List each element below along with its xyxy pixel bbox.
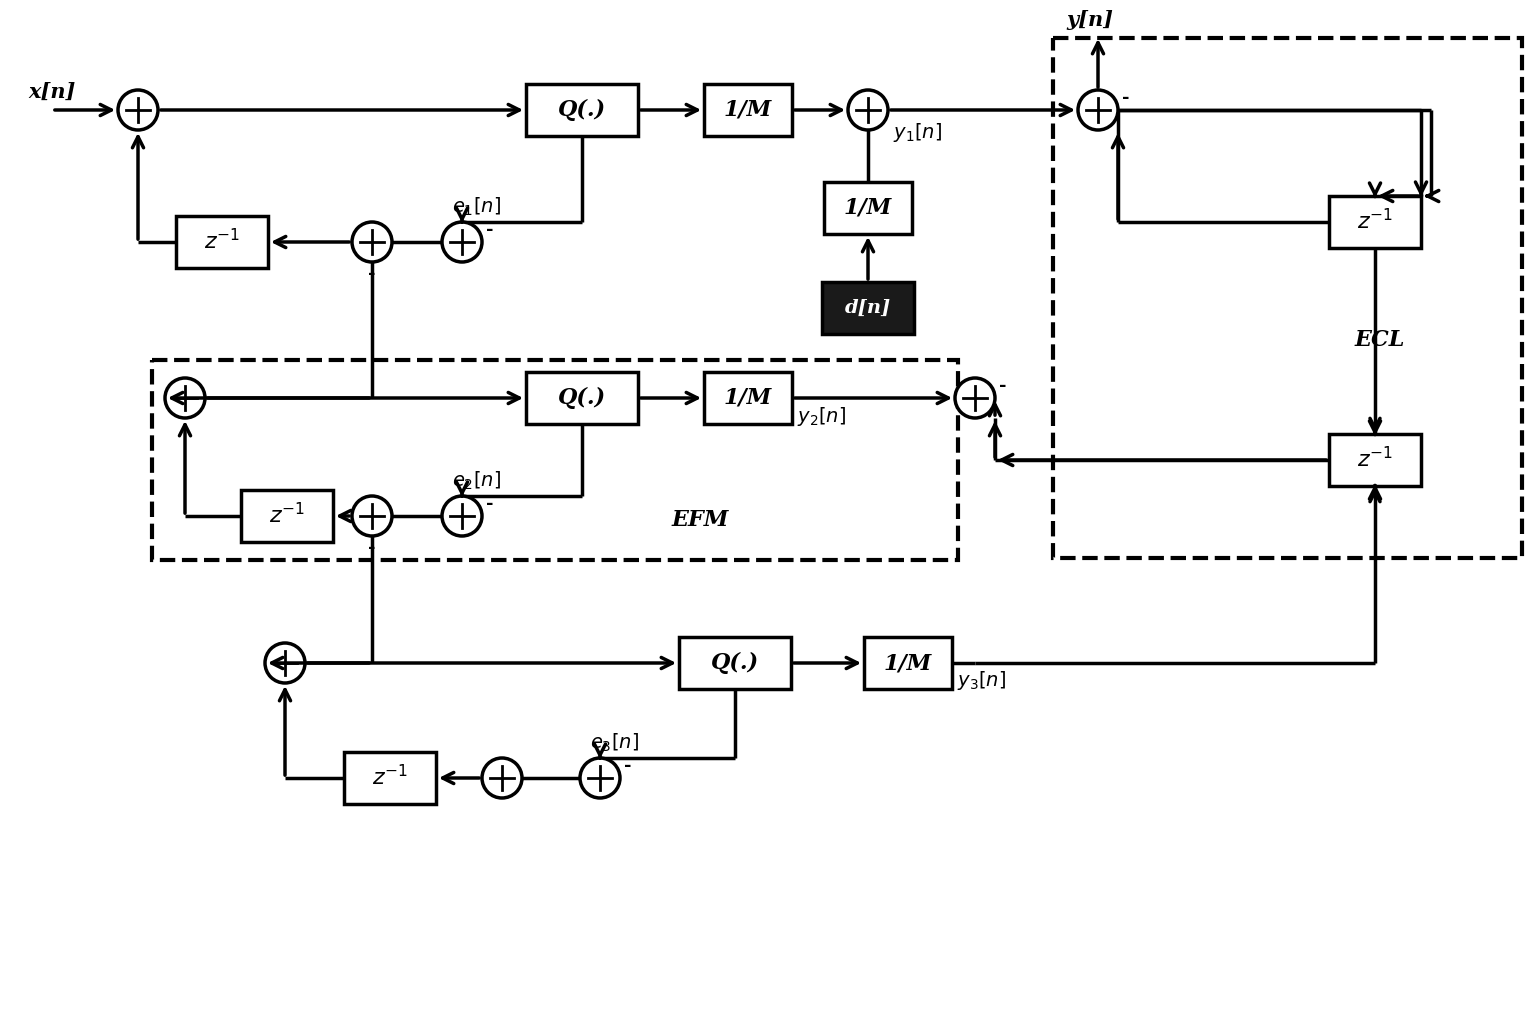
Text: $z^{-1}$: $z^{-1}$: [1358, 209, 1393, 234]
Text: y[n]: y[n]: [1066, 10, 1114, 30]
Text: Q(.): Q(.): [710, 652, 759, 674]
Text: d[n]: d[n]: [845, 299, 891, 317]
Circle shape: [482, 758, 522, 798]
Text: -: -: [486, 495, 494, 513]
Text: -: -: [1123, 89, 1129, 106]
Circle shape: [265, 643, 305, 683]
Text: Q(.): Q(.): [558, 387, 606, 409]
Bar: [1052, 38, 1522, 558]
Bar: [1328, 196, 1420, 248]
Bar: [241, 490, 333, 542]
Text: Q(.): Q(.): [558, 99, 606, 121]
Text: EFM: EFM: [672, 509, 729, 531]
Bar: [176, 216, 268, 268]
Text: $e_2[n]$: $e_2[n]$: [453, 470, 502, 493]
Text: $e_1[n]$: $e_1[n]$: [453, 196, 502, 218]
Circle shape: [442, 222, 482, 262]
Bar: [824, 182, 913, 234]
Text: ECL: ECL: [1355, 329, 1405, 351]
Text: -: -: [999, 377, 1006, 395]
Circle shape: [848, 90, 888, 130]
Bar: [1328, 434, 1420, 486]
Text: $z^{-1}$: $z^{-1}$: [204, 229, 241, 255]
Bar: [526, 372, 638, 424]
Circle shape: [351, 496, 393, 536]
Text: $z^{-1}$: $z^{-1}$: [1358, 447, 1393, 473]
Text: $y_1[n]$: $y_1[n]$: [893, 121, 942, 143]
Circle shape: [580, 758, 620, 798]
Text: 1/M: 1/M: [884, 652, 933, 674]
Text: 1/M: 1/M: [724, 387, 772, 409]
Text: -: -: [624, 757, 632, 775]
Bar: [704, 372, 792, 424]
Bar: [822, 282, 914, 334]
Text: 1/M: 1/M: [844, 197, 893, 219]
Bar: [864, 637, 953, 689]
Circle shape: [118, 90, 158, 130]
Text: -: -: [368, 265, 376, 283]
Text: 1/M: 1/M: [724, 99, 772, 121]
Bar: [344, 752, 436, 804]
Bar: [526, 84, 638, 136]
Bar: [704, 84, 792, 136]
Text: -: -: [368, 539, 376, 557]
Circle shape: [442, 496, 482, 536]
Bar: [152, 360, 959, 560]
Circle shape: [351, 222, 393, 262]
Bar: [680, 637, 792, 689]
Circle shape: [166, 378, 206, 418]
Circle shape: [956, 378, 996, 418]
Text: x[n]: x[n]: [28, 82, 75, 102]
Text: $y_3[n]$: $y_3[n]$: [957, 670, 1006, 692]
Text: $y_2[n]$: $y_2[n]$: [798, 404, 847, 427]
Circle shape: [1078, 90, 1118, 130]
Text: $z^{-1}$: $z^{-1}$: [371, 765, 408, 791]
Text: $z^{-1}$: $z^{-1}$: [268, 504, 305, 528]
Text: $e_3[n]$: $e_3[n]$: [591, 732, 640, 754]
Text: -: -: [486, 221, 494, 239]
